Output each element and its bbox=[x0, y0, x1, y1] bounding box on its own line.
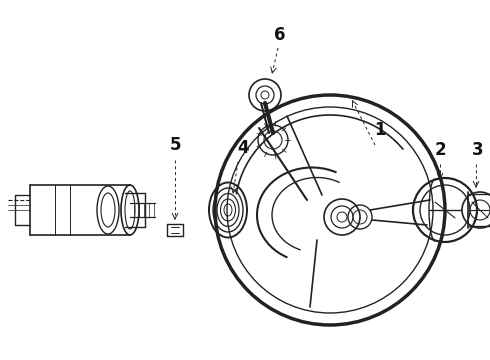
Text: 5: 5 bbox=[169, 136, 181, 154]
Text: 6: 6 bbox=[274, 26, 286, 44]
Text: 3: 3 bbox=[472, 141, 484, 159]
Text: 1: 1 bbox=[374, 121, 386, 139]
Text: 2: 2 bbox=[434, 141, 446, 159]
Text: 4: 4 bbox=[237, 139, 249, 157]
